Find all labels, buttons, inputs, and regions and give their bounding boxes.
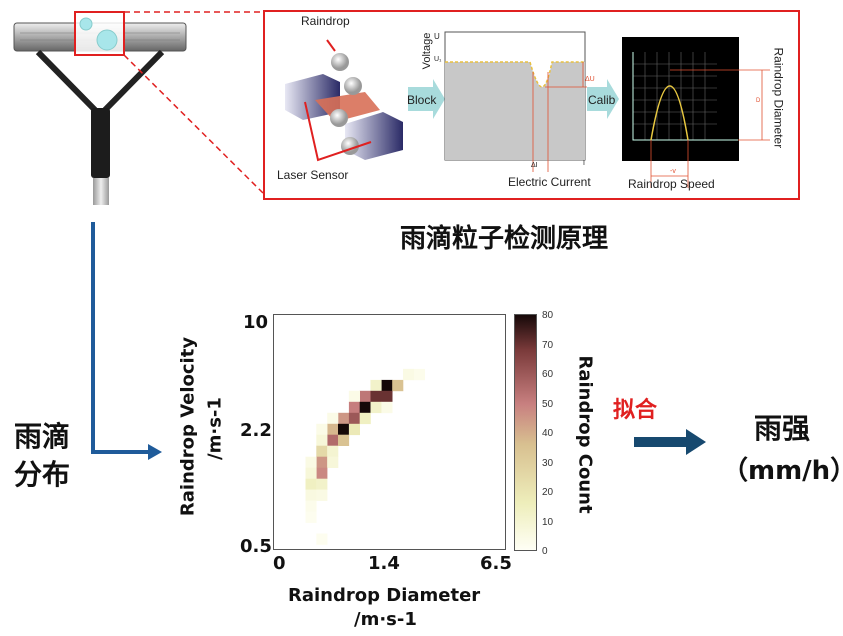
heatmap-cell (316, 434, 328, 446)
y-axis-unit: /m·s-1 (204, 397, 226, 460)
u0-label: U₁ (434, 56, 442, 63)
raindrop-diameter-label: Raindrop Diameter (771, 47, 786, 149)
heatmap-cell (316, 423, 328, 436)
heatmap-cell (327, 434, 339, 446)
calib-label: Calib (588, 93, 616, 107)
colorbar-ticks: 80 70 60 50 40 30 20 10 0 (540, 310, 570, 560)
heatmap-cell (370, 390, 382, 403)
fit-arrow-icon (634, 429, 706, 455)
heatmap-cell (338, 434, 350, 446)
heatmap-cell (381, 379, 393, 392)
colorbar (514, 314, 537, 551)
heatmap-cell (305, 511, 317, 523)
heatmap-cell (305, 489, 317, 501)
rain-intensity-unit: （mm/h） (722, 456, 843, 486)
heatmap-cell (348, 423, 360, 436)
rain-intensity-label: 雨强 (754, 412, 811, 445)
heatmap-cell (338, 412, 350, 425)
heatmap-cell (316, 489, 328, 501)
u-label: U (434, 32, 440, 41)
fit-label: 拟合 (613, 398, 658, 423)
y-tick: 0.5 (240, 536, 272, 557)
electric-current-label: Electric Current (508, 175, 591, 189)
heatmap-cell (413, 368, 425, 381)
heatmap-cell (305, 478, 317, 490)
heatmap-cell (327, 412, 339, 425)
heatmap-cell (359, 412, 371, 425)
raindrop-diameter-text: Raindrop Diameter (771, 47, 786, 149)
voltage-label: Voltage (421, 32, 433, 70)
distribution-label: 雨滴 分布 (14, 418, 70, 494)
heatmap-cell (305, 456, 317, 468)
colorbar-tick: 50 (542, 398, 554, 410)
x-tick: 1.4 (368, 553, 400, 574)
heatmap-cell (316, 478, 328, 490)
heatmap-cell (338, 423, 350, 436)
principle-graphic (285, 31, 770, 188)
y-tick: 2.2 (240, 420, 272, 441)
colorbar-tick: 0 (542, 546, 548, 557)
heatmap-cell (327, 445, 339, 457)
flow-arrow-icon (91, 222, 162, 460)
distribution-label-line1: 雨滴 (14, 420, 71, 453)
laser-sensor-label: Laser Sensor (277, 168, 349, 182)
raindrop-speed-label: Raindrop Speed (628, 177, 715, 191)
colorbar-tick: 80 (542, 310, 554, 321)
heatmap-cell (305, 467, 317, 479)
heatmap-cell (403, 368, 415, 381)
disdrometer-device-image (13, 11, 264, 205)
heatmap-cell (392, 379, 404, 392)
heatmap-cell (327, 456, 339, 468)
heatmap-cell (370, 379, 382, 392)
heatmap-cell (381, 390, 393, 403)
x-axis-label: Raindrop Diameter (288, 585, 481, 606)
colorbar-tick: 20 (542, 487, 554, 498)
heatmap-cell (348, 390, 360, 403)
heatmap-cell (370, 401, 382, 414)
heatmap-cell (316, 533, 328, 545)
y-tick: 10 (243, 312, 269, 333)
heatmap-cell (359, 401, 371, 414)
heatmap-cell (381, 401, 393, 414)
distribution-label-line2: 分布 (14, 458, 71, 491)
delta-i-label: ΔI (531, 162, 538, 169)
y-axis-label: Raindrop Velocity (177, 336, 199, 517)
colorbar-tick: 30 (542, 457, 554, 469)
colorbar-tick: 10 (542, 516, 554, 528)
block-label: Block (407, 93, 437, 107)
heatmap-cell (359, 390, 371, 403)
heatmap-cell (316, 467, 328, 479)
colorbar-label: Raindrop Count (574, 355, 596, 514)
heatmap-cell (316, 445, 328, 457)
delta-u-label: ΔU (585, 76, 595, 83)
principle-frame (263, 10, 800, 200)
colorbar-tick: 40 (542, 428, 554, 439)
heatmap-cell (327, 423, 339, 436)
colorbar-tick: 60 (542, 369, 554, 380)
x-tick: 0 (273, 553, 286, 574)
heatmap-cell (316, 456, 328, 468)
x-tick: 6.5 (480, 553, 512, 574)
v-label: -v (670, 168, 676, 175)
heatmap-cell (305, 500, 317, 512)
heatmap-plot (273, 314, 506, 550)
i-label: I (583, 160, 585, 167)
d-label: D (756, 98, 761, 104)
x-axis-unit: /m·s-1 (354, 609, 417, 630)
heatmap-cell (348, 401, 360, 414)
principle-title: 雨滴粒子检测原理 (400, 224, 609, 254)
raindrop-label: Raindrop (301, 14, 350, 28)
heatmap-cell (348, 412, 360, 425)
colorbar-tick: 70 (542, 339, 554, 351)
